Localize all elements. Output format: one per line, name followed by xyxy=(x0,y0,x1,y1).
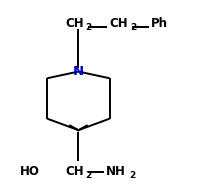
Text: Ph: Ph xyxy=(151,17,168,30)
Text: NH: NH xyxy=(106,165,125,178)
Text: CH: CH xyxy=(65,17,84,30)
Text: 2: 2 xyxy=(86,23,92,32)
Text: HO: HO xyxy=(20,165,40,178)
Text: 2: 2 xyxy=(130,23,137,32)
Text: 2: 2 xyxy=(86,171,92,180)
Text: CH: CH xyxy=(110,17,128,30)
Text: N: N xyxy=(73,65,84,78)
Text: 2: 2 xyxy=(129,171,136,180)
Text: CH: CH xyxy=(65,165,84,178)
